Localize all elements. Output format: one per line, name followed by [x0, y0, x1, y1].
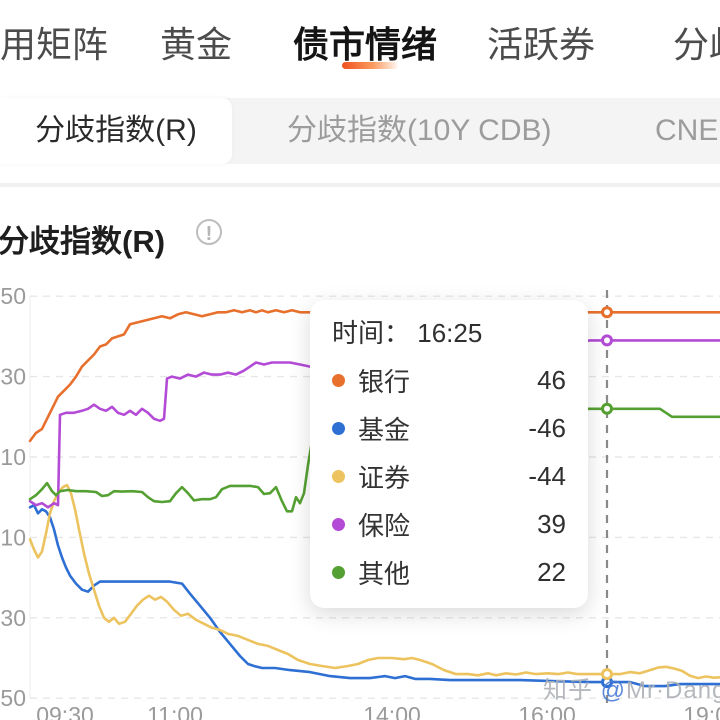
tooltip-time-value: 16:25: [417, 318, 483, 348]
nav-tab-债市情绪[interactable]: 债市情绪: [293, 16, 437, 69]
y-tick-label: -30: [0, 605, 26, 631]
series-name: 其他: [358, 558, 411, 589]
subtab-分歧指数(10Y CDB)[interactable]: 分歧指数(10Y CDB): [287, 114, 552, 147]
chart-tooltip: 时间： 16:25 银行 46 基金 -46 证券 -44 保险 39 其他 22: [310, 300, 588, 608]
y-tick-label: -50: [0, 685, 26, 711]
x-tick-label: 16:00: [518, 702, 576, 720]
tooltip-row-其他: 其他 22: [332, 548, 566, 596]
series-line-银行: [28, 309, 720, 443]
series-line-基金: [28, 503, 720, 688]
cursor-marker-其他: [601, 402, 613, 415]
x-tick-label: 09:30: [36, 702, 94, 720]
y-tick-label: 10: [0, 444, 26, 470]
active-tab-underline: [342, 62, 398, 69]
y-tick-label: 30: [0, 364, 26, 390]
series-line-证券: [28, 483, 720, 680]
tooltip-time-label: 时间：: [332, 318, 411, 348]
cursor-marker-银行: [601, 306, 613, 319]
tooltip-row-银行: 银行 46: [332, 356, 566, 404]
nav-tab-黄金[interactable]: 黄金: [160, 24, 233, 65]
series-value: 46: [537, 364, 566, 395]
x-tick-label: 14:00: [363, 702, 421, 720]
series-dot-icon: [332, 565, 345, 579]
series-value: -44: [528, 460, 566, 491]
nav-tab-活跃券[interactable]: 活跃券: [487, 24, 596, 65]
series-value: 22: [537, 556, 566, 587]
watermark-prefix: 知乎: [543, 677, 601, 704]
chart-title: 分歧指数(R): [0, 224, 166, 259]
chart-title-row: 分歧指数(R) !: [0, 216, 720, 259]
watermark-at-icon: @: [600, 677, 627, 704]
x-tick-label: 11:00: [147, 702, 203, 720]
tooltip-row-证券: 证券 -44: [332, 452, 566, 500]
series-name: 保险: [358, 510, 411, 541]
series-dot-icon: [332, 469, 345, 483]
cursor-marker-保险: [601, 334, 613, 347]
tooltip-row-保险: 保险 39: [332, 500, 566, 548]
series-dot-icon: [332, 421, 345, 435]
x-tick-label: 19:00: [683, 702, 720, 720]
watermark: 知乎 @Mr·Dang: [543, 670, 720, 705]
top-nav: 用矩阵 黄金 债市情绪 活跃券 分歧: [0, 0, 720, 96]
series-value: -46: [528, 412, 566, 443]
subtab-CNE[interactable]: CNE: [655, 114, 719, 147]
subtab-分歧指数(R)[interactable]: 分歧指数(R): [0, 98, 232, 164]
series-dot-icon: [332, 517, 345, 531]
cursor-marker-证券: [601, 668, 613, 681]
subtab-bar: 分歧指数(R) 分歧指数(10Y CDB) CNE: [0, 98, 720, 164]
series-name: 证券: [358, 462, 411, 493]
tooltip-time-row: 时间： 16:25: [332, 316, 566, 356]
series-line-保险: [28, 339, 720, 509]
tooltip-row-基金: 基金 -46: [332, 404, 566, 452]
nav-tab-分歧[interactable]: 分歧: [673, 24, 720, 65]
y-tick-label: -10: [0, 524, 26, 550]
circle-exclamation-icon[interactable]: !: [196, 219, 222, 245]
series-name: 基金: [358, 414, 411, 445]
y-tick-label: 50: [0, 283, 26, 309]
nav-tab-用矩阵[interactable]: 用矩阵: [0, 24, 109, 65]
series-value: 39: [537, 508, 566, 539]
watermark-suffix: Mr·Dang: [626, 677, 720, 704]
section-divider: [0, 183, 720, 187]
series-dot-icon: [332, 373, 345, 387]
series-name: 银行: [358, 366, 411, 397]
